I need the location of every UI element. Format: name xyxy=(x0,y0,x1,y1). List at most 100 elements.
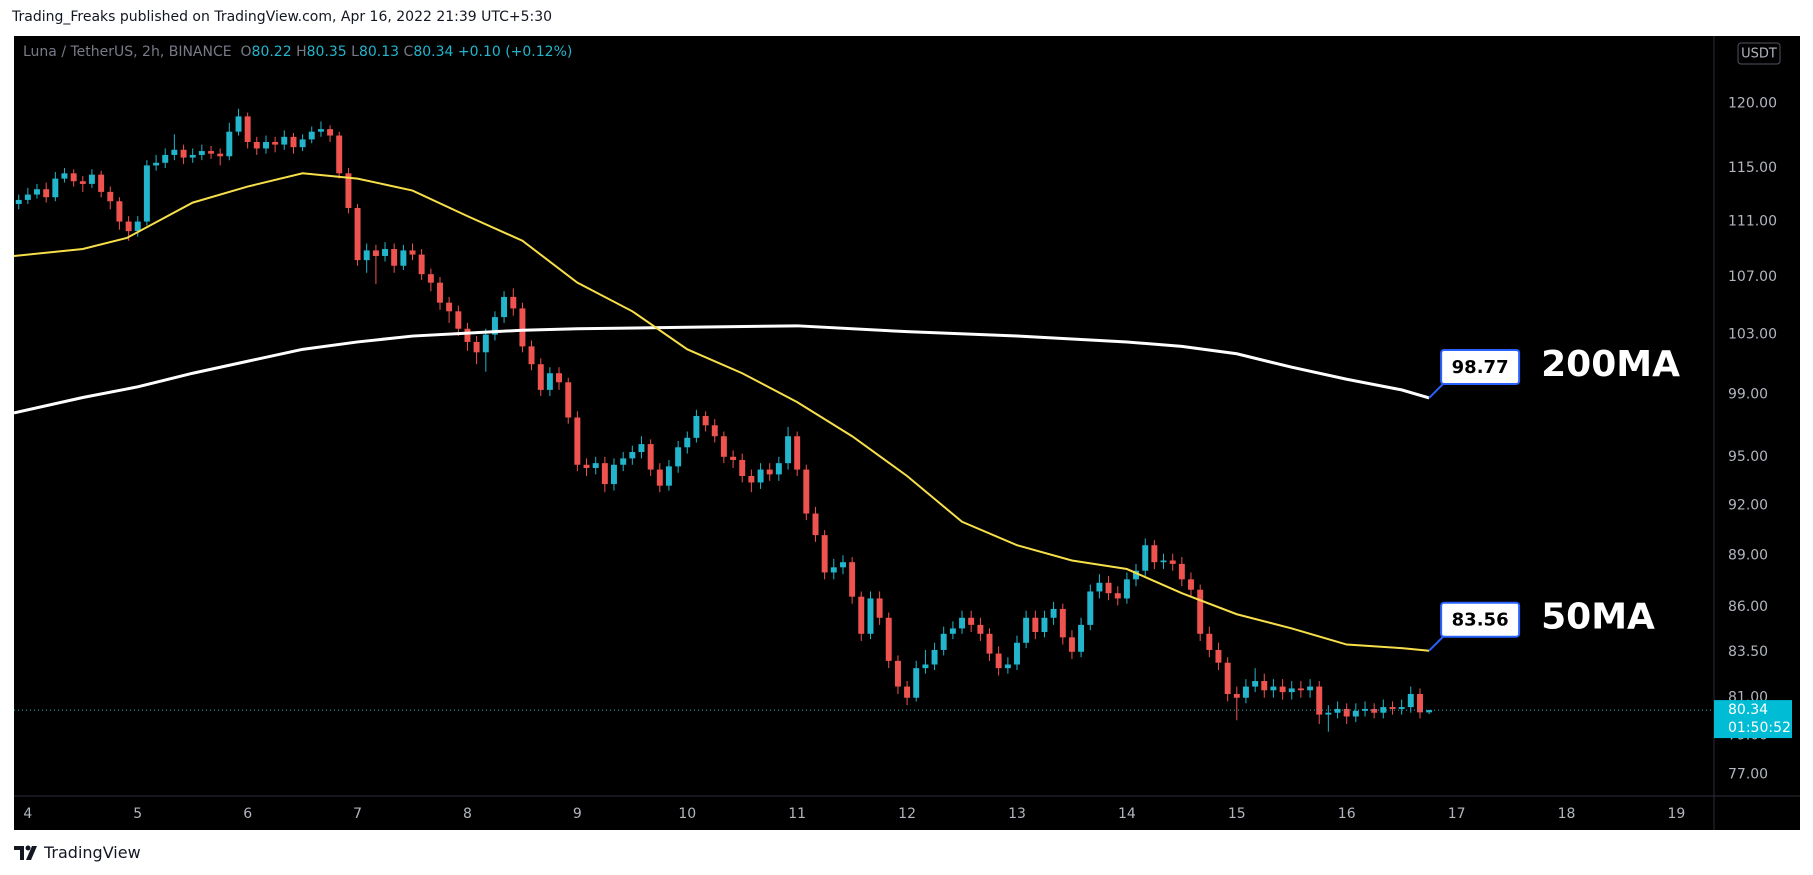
candle-body xyxy=(1014,642,1020,665)
currency-box xyxy=(1737,42,1781,65)
candle-body xyxy=(33,189,40,195)
candle-body xyxy=(519,308,526,347)
candle-body xyxy=(720,436,727,457)
candle-body xyxy=(1078,624,1085,652)
candle-body xyxy=(1362,708,1369,711)
callout-box xyxy=(1440,601,1521,638)
candle-body xyxy=(98,174,105,192)
candle-body xyxy=(336,135,343,174)
candle-body xyxy=(290,136,297,148)
candle-body xyxy=(638,444,645,453)
candle-body xyxy=(1059,608,1066,638)
symbol: Luna / TetherUS, 2h, BINANCE xyxy=(23,44,232,60)
candle-body xyxy=(281,136,288,145)
chart-background xyxy=(14,36,1800,830)
candle-body xyxy=(24,194,31,200)
candle-body xyxy=(125,221,132,232)
candle-body xyxy=(235,116,242,132)
candle-body xyxy=(730,456,737,460)
plot xyxy=(14,108,1433,732)
y-tick-label: 107.00 xyxy=(1728,269,1777,285)
candle-body xyxy=(88,174,95,184)
y-tick-label: 99.00 xyxy=(1728,386,1768,402)
candle-body xyxy=(372,250,379,256)
candle-body xyxy=(162,154,169,163)
candle-body xyxy=(61,173,68,179)
moving-average-line xyxy=(14,324,1430,415)
candle-body xyxy=(1288,688,1295,693)
candle-body xyxy=(1114,593,1121,599)
candle-body xyxy=(702,415,709,426)
callout-value: 83.56 xyxy=(1452,610,1509,631)
candle-body xyxy=(1380,707,1387,713)
candle-body xyxy=(437,282,443,303)
candle-body xyxy=(904,686,911,698)
candle-body xyxy=(610,464,617,485)
candle-body xyxy=(189,154,196,158)
candle-body xyxy=(546,373,553,390)
candle-body xyxy=(473,341,480,353)
y-tick-label: 103.00 xyxy=(1728,327,1777,343)
x-tick-label: 10 xyxy=(678,806,696,822)
y-tick-label: 95.00 xyxy=(1728,449,1768,465)
candle-body xyxy=(620,458,627,465)
candle-body xyxy=(1389,707,1396,709)
x-tick-label: 17 xyxy=(1448,806,1466,822)
x-tick-label: 13 xyxy=(1008,806,1026,822)
candle-body xyxy=(391,249,398,266)
candle-body xyxy=(455,311,462,329)
candle-body xyxy=(79,181,86,184)
logo-text: TradingView xyxy=(44,843,141,862)
candle-body xyxy=(299,139,306,148)
candle-body xyxy=(70,173,77,182)
candle-body xyxy=(995,653,1002,669)
candle-body xyxy=(812,513,819,536)
candle-body xyxy=(1325,712,1332,715)
symbol-header: Luna / TetherUS, 2h, BINANCE O80.22 H80.… xyxy=(23,44,572,60)
ohlc-value: 80.22 xyxy=(251,44,292,60)
candle-body xyxy=(217,153,224,157)
candle-body xyxy=(739,459,746,476)
candle-body xyxy=(1105,582,1112,594)
x-tick-label: 4 xyxy=(23,806,32,822)
candle-body xyxy=(317,129,324,132)
candle-body xyxy=(867,598,874,634)
candle-body xyxy=(1187,579,1194,590)
candle-body xyxy=(1133,570,1139,580)
countdown: 01:50:52 xyxy=(1728,720,1791,736)
candle-body xyxy=(134,221,141,232)
candle-body xyxy=(198,151,205,155)
candle-body xyxy=(1252,681,1259,687)
ohlc-value: 80.13 xyxy=(358,44,400,60)
x-tick-label: 8 xyxy=(463,806,472,822)
candle-body xyxy=(427,274,434,283)
candle-body xyxy=(1233,693,1240,698)
candle-body xyxy=(775,463,782,475)
candle-body xyxy=(308,131,315,140)
candle-body xyxy=(949,628,956,634)
candle-body xyxy=(1371,708,1378,713)
ohlc-label: L xyxy=(351,44,359,60)
y-tick-label: 89.00 xyxy=(1728,547,1768,563)
candle-body xyxy=(556,373,562,383)
candle-body xyxy=(143,165,150,222)
y-tick-label: 92.00 xyxy=(1728,497,1768,513)
candle-body xyxy=(1417,693,1423,713)
candle-body xyxy=(1004,664,1011,669)
callout-value: 98.77 xyxy=(1452,357,1509,378)
candle-body xyxy=(528,346,535,365)
candle-body xyxy=(226,131,233,157)
candle-body xyxy=(849,562,856,597)
candle-body xyxy=(1279,686,1286,693)
candle-body xyxy=(1142,545,1149,571)
ohlc-label: C xyxy=(403,44,414,60)
candle-body xyxy=(418,254,425,275)
candle-body xyxy=(446,302,453,312)
ohlc-value: 80.35 xyxy=(306,44,347,60)
candle-body xyxy=(1215,649,1222,663)
candle-body xyxy=(748,475,755,483)
candle-body xyxy=(1087,591,1094,625)
candle-body xyxy=(153,162,160,166)
